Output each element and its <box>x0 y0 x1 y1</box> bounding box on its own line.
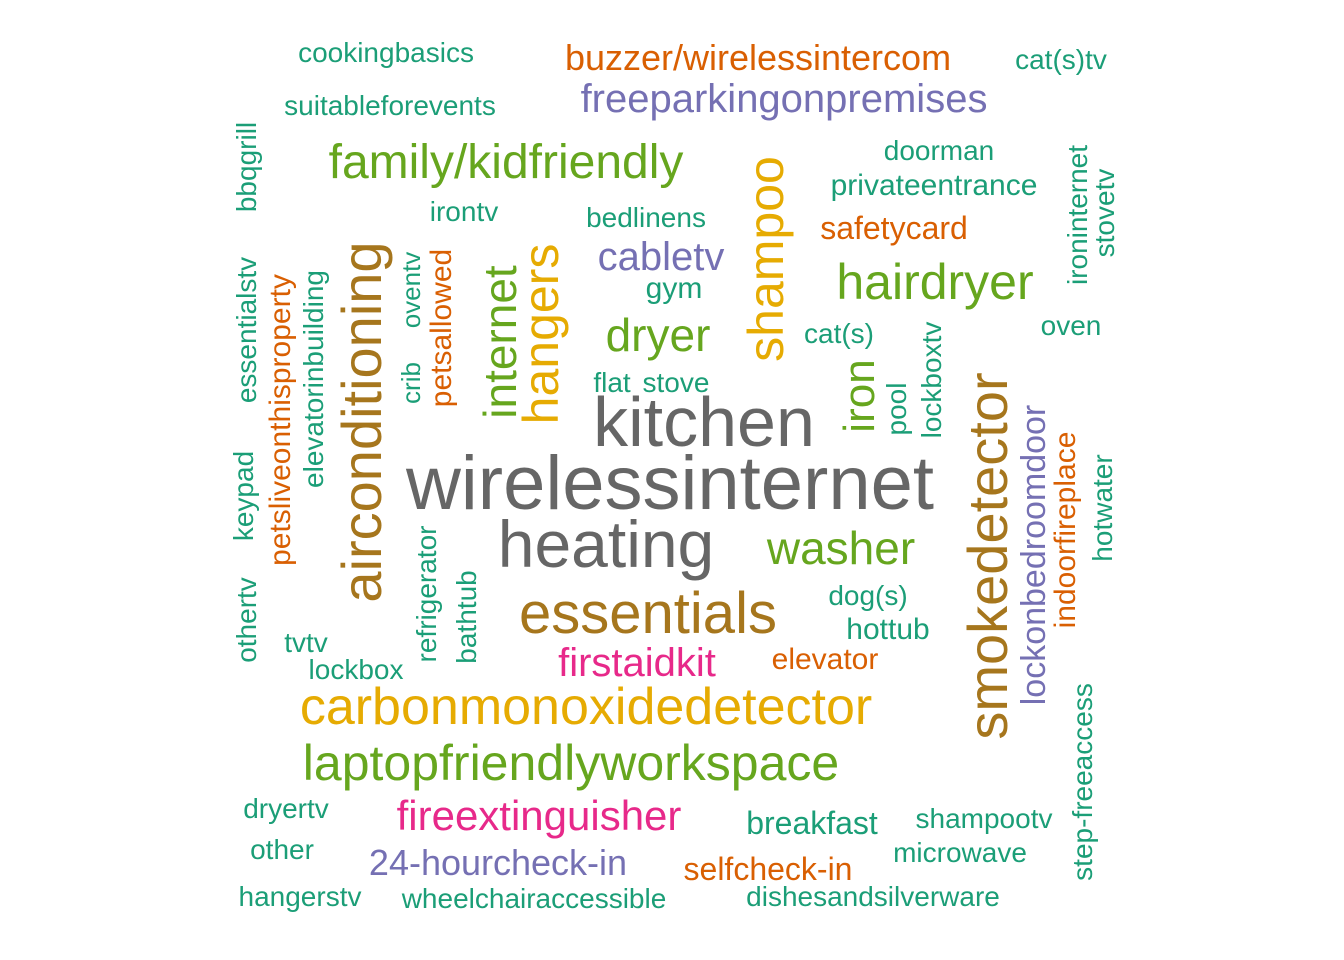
word-suitableforevents: suitableforevents <box>284 90 496 121</box>
word-dryer: dryer <box>605 309 711 361</box>
word-indoorfireplace: indoorfireplace <box>1049 431 1082 629</box>
word-smokedetector: smokedetector <box>956 372 1019 740</box>
word-essentialstv: essentialstv <box>231 256 262 404</box>
word-stovetv: stovetv <box>1089 168 1120 258</box>
word-fireextinguisher: fireextinguisher <box>396 792 682 839</box>
word-oventv: oventv <box>396 251 426 329</box>
word-laptopfriendlyworkspace: laptopfriendlyworkspace <box>302 735 840 791</box>
word-dryertv: dryertv <box>243 793 329 824</box>
word-selfcheck-in: selfcheck-in <box>683 851 853 887</box>
word-other: other <box>250 834 314 865</box>
word-refrigerator: refrigerator <box>411 525 442 663</box>
word-airconditioning: airconditioning <box>330 241 393 603</box>
word-wheelchairaccessible: wheelchairaccessible <box>401 883 667 914</box>
word-dog-s: dog(s) <box>828 580 908 611</box>
word-internet: internet <box>474 265 526 419</box>
word-gym: gym <box>645 272 703 305</box>
word-shampootv: shampootv <box>915 803 1053 834</box>
word-petsallowed: petsallowed <box>425 248 458 408</box>
word-safetycard: safetycard <box>820 210 968 246</box>
word-buzzer-wirelessintercom: buzzer/wirelessintercom <box>564 37 952 78</box>
word-pool: pool <box>881 382 912 436</box>
word-24-hourcheck-in: 24-hourcheck-in <box>368 842 628 883</box>
word-shampoo: shampoo <box>738 156 794 362</box>
word-lockbox: lockbox <box>308 654 404 685</box>
word-doorman: doorman <box>883 135 995 166</box>
word-hottub: hottub <box>846 613 930 646</box>
word-elevatorinbuilding: elevatorinbuilding <box>298 270 329 488</box>
word-iron: iron <box>835 359 884 433</box>
word-essentials: essentials <box>519 581 777 646</box>
word-heating: heating <box>497 507 715 581</box>
word-cookingbasics: cookingbasics <box>298 37 474 68</box>
word-irontv: irontv <box>429 196 499 227</box>
word-family-kidfriendly: family/kidfriendly <box>328 136 684 189</box>
word-breakfast: breakfast <box>746 805 878 841</box>
word-hotwater: hotwater <box>1087 454 1118 562</box>
word-microwave: microwave <box>893 837 1027 868</box>
word-kitchen: kitchen <box>593 383 815 461</box>
word-dishesandsilverware: dishesandsilverware <box>746 881 1000 912</box>
word-ironinternet: ironinternet <box>1062 144 1093 286</box>
word-bbqgrill: bbqgrill <box>231 121 262 213</box>
word-washer: washer <box>766 522 916 574</box>
word-carbonmonoxidedetector: carbonmonoxidedetector <box>299 678 873 736</box>
word-keypad: keypad <box>228 450 259 542</box>
word-bathtub: bathtub <box>451 570 482 664</box>
word-othertv: othertv <box>231 577 262 663</box>
word-stove: stove <box>642 367 710 398</box>
word-petsliveonthisproperty: petsliveonthisproperty <box>264 274 297 566</box>
word-hangerstv: hangerstv <box>238 881 362 912</box>
word-step-freeaccess: step-freeaccess <box>1067 683 1098 881</box>
word-crib: crib <box>396 362 426 404</box>
word-hairdryer: hairdryer <box>836 254 1034 310</box>
word-wirelessinternet: wirelessinternet <box>406 441 934 526</box>
word-elevator: elevator <box>771 643 879 676</box>
word-bedlinens: bedlinens <box>586 202 706 233</box>
word-cat-s: cat(s) <box>804 318 874 349</box>
word-oven: oven <box>1040 310 1102 341</box>
word-freeparkingonpremises: freeparkingonpremises <box>580 77 988 121</box>
word-cat-s-tv: cat(s)tv <box>1015 44 1107 75</box>
word-flat: flat <box>593 367 631 398</box>
word-lockboxtv: lockboxtv <box>916 321 947 439</box>
word-tvtv: tvtv <box>284 627 328 658</box>
word-firstaidkit: firstaidkit <box>558 641 716 685</box>
word-privateentrance: privateentrance <box>830 169 1038 202</box>
word-cabletv: cabletv <box>597 235 725 279</box>
word-lockonbedroomdoor: lockonbedroomdoor <box>1015 404 1053 706</box>
